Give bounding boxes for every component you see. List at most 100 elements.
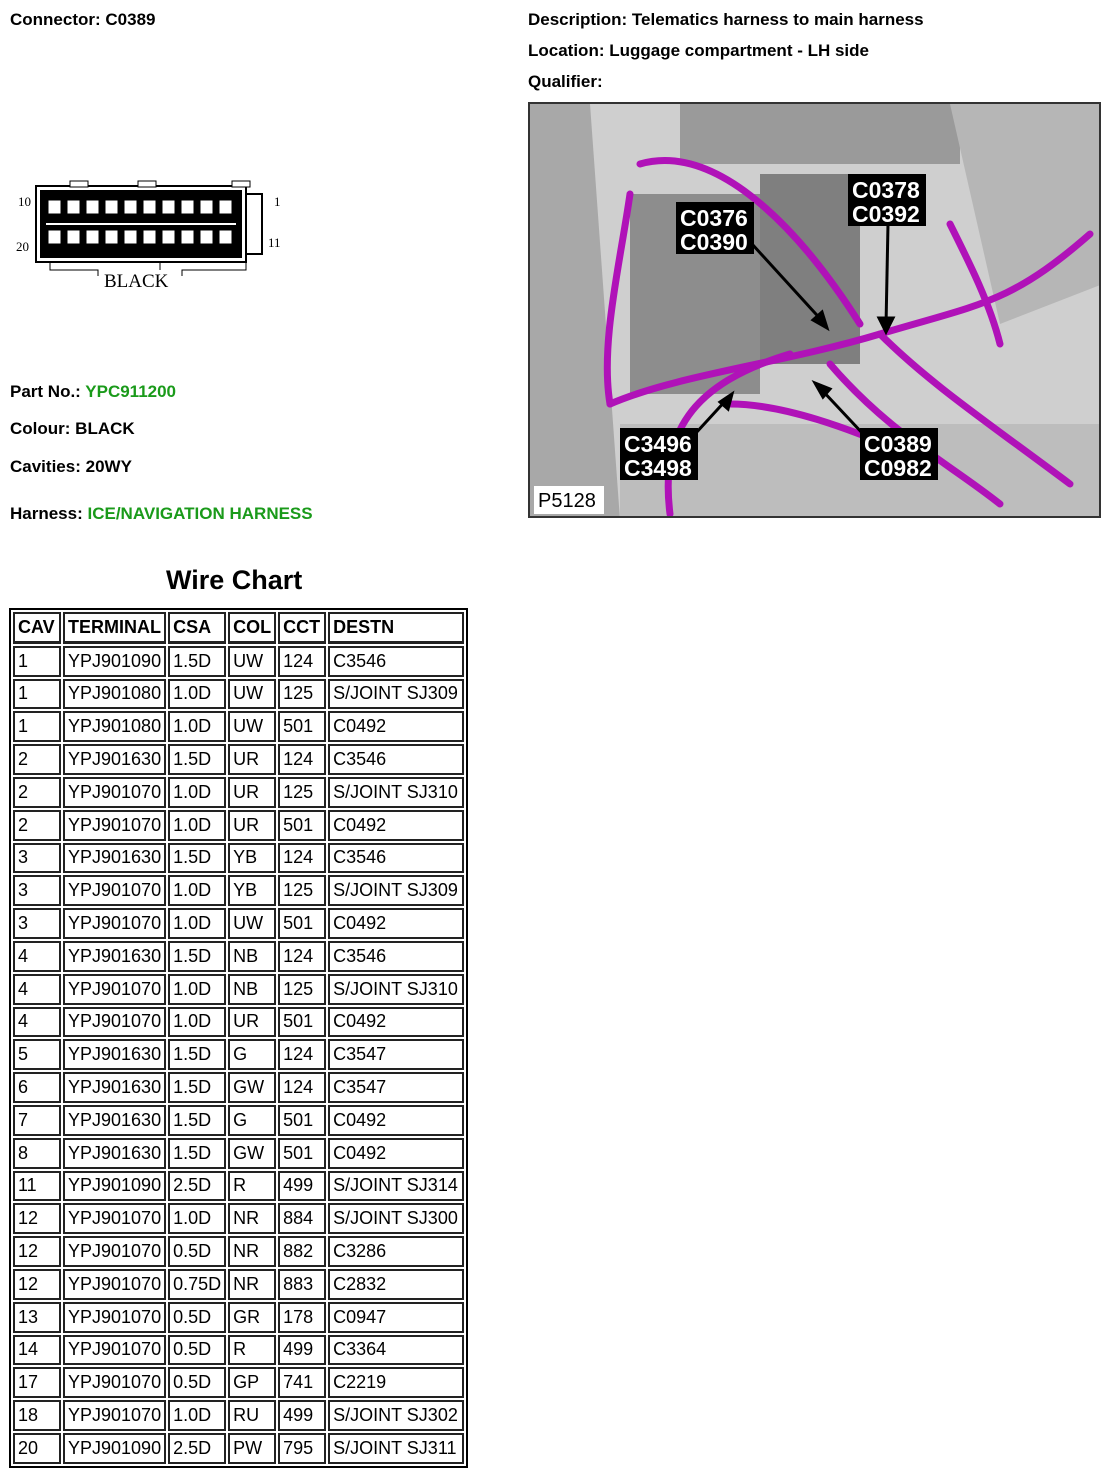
table-cell: 501 [278,908,327,939]
table-cell: 883 [278,1268,327,1300]
connector-cavity [85,229,100,245]
table-row: 1 YPJ901080 1.0D UW 125 S/JOINT SJ309 [13,678,465,710]
table-cell: S/JOINT SJ309 [328,678,465,710]
table-cell: 20 [13,1432,61,1464]
table-cell: YPJ901070 [63,973,167,1005]
table-cell: 0.75D [168,1268,227,1300]
pin-label-10: 10 [18,194,31,209]
column-header: DESTN [328,612,465,644]
table-cell: C0492 [328,809,465,841]
table-cell: UR [228,744,277,775]
table-cell: S/JOINT SJ311 [328,1432,465,1464]
table-cell: UW [228,908,277,939]
table-cell: YPJ901630 [63,1039,167,1071]
part-number-line: Part No.: YPC911200 [10,382,176,402]
table-cell: 14 [13,1334,61,1366]
callout-c0392: C0392 [852,201,920,227]
table-cell: 124 [278,1072,327,1103]
connector-label: Connector: [10,10,101,29]
table-cell: 17 [13,1367,61,1399]
table-cell: YPJ901070 [63,1334,167,1366]
table-cell: 4 [13,940,61,972]
table-cell: YPJ901070 [63,776,167,808]
table-cell: 1.0D [168,908,227,939]
table-cell: R [228,1170,277,1202]
table-cell: 1.0D [168,776,227,808]
table-cell: C0947 [328,1301,465,1333]
connector-cavity [123,229,138,245]
colour-line: Colour: BLACK [10,419,135,439]
table-cell: R [228,1334,277,1366]
table-cell: 3 [13,842,61,874]
description-line: Description: Telematics harness to main … [528,10,924,30]
connector-cavity [123,199,138,215]
table-row: 12 YPJ901070 0.5D NR 882 C3286 [13,1236,465,1267]
column-header: CAV [13,612,61,644]
connector-cavity [47,199,62,215]
table-cell: 8 [13,1137,61,1169]
table-cell: C3546 [328,940,465,972]
callout-c0378: C0378 [852,177,920,203]
table-cell: YPJ901070 [63,1400,167,1431]
table-cell: RU [228,1400,277,1431]
table-cell: G [228,1104,277,1136]
table-row: 14 YPJ901070 0.5D R 499 C3364 [13,1334,465,1366]
table-cell: 1.0D [168,875,227,907]
table-cell: YPJ901070 [63,1367,167,1399]
table-row: 3 YPJ901070 1.0D YB 125 S/JOINT SJ309 [13,875,465,907]
table-cell: C3546 [328,645,465,677]
table-cell: 1.5D [168,940,227,972]
connector-cavity [47,229,62,245]
table-cell: C0492 [328,908,465,939]
table-cell: YPJ901630 [63,1072,167,1103]
callout-c0390: C0390 [680,229,748,255]
table-cell: 1.5D [168,842,227,874]
table-header-row: CAV TERMINAL CSA COL CCT DESTN [13,612,465,644]
pin-label-1: 1 [274,194,281,209]
table-row: 7 YPJ901630 1.5D G 501 C0492 [13,1104,465,1136]
cavities-value: 20WY [85,457,132,476]
table-cell: 1.0D [168,1203,227,1235]
table-cell: 2.5D [168,1432,227,1464]
table-cell: 125 [278,678,327,710]
table-cell: 124 [278,940,327,972]
table-cell: C2219 [328,1367,465,1399]
table-cell: 2 [13,744,61,775]
column-header: CCT [278,612,327,644]
connector-cavity [218,199,233,215]
table-cell: 741 [278,1367,327,1399]
table-cell: 795 [278,1432,327,1464]
table-cell: 12 [13,1236,61,1267]
connector-cavity [199,199,214,215]
table-row: 4 YPJ901070 1.0D UR 501 C0492 [13,1006,465,1038]
connector-cavity [161,229,176,245]
table-cell: 0.5D [168,1301,227,1333]
colour-label: Colour: [10,419,71,438]
table-cell: YPJ901070 [63,1236,167,1267]
table-cell: 3 [13,908,61,939]
table-cell: YPJ901070 [63,875,167,907]
table-cell: PW [228,1432,277,1464]
table-cell: 0.5D [168,1367,227,1399]
location-value: Luggage compartment - LH side [609,41,869,60]
table-row: 3 YPJ901630 1.5D YB 124 C3546 [13,842,465,874]
table-cell: YPJ901090 [63,1170,167,1202]
table-cell: YPJ901070 [63,1301,167,1333]
connector-cavity [199,229,214,245]
table-cell: 1.5D [168,1104,227,1136]
table-cell: 501 [278,1006,327,1038]
connector-id: C0389 [105,10,156,29]
table-cell: 4 [13,1006,61,1038]
connector-heading: Connector: C0389 [10,10,156,30]
table-row: 6 YPJ901630 1.5D GW 124 C3547 [13,1072,465,1103]
connector-cavity [142,199,157,215]
table-cell: 501 [278,1104,327,1136]
location-line: Location: Luggage compartment - LH side [528,41,869,61]
table-cell: 882 [278,1236,327,1267]
table-cell: 501 [278,809,327,841]
connector-face-drawing: 10 1 20 11 BLACK [16,180,281,292]
table-cell: YPJ901080 [63,678,167,710]
table-row: 2 YPJ901070 1.0D UR 125 S/JOINT SJ310 [13,776,465,808]
connector-cavity [161,199,176,215]
connector-cavity [180,199,195,215]
